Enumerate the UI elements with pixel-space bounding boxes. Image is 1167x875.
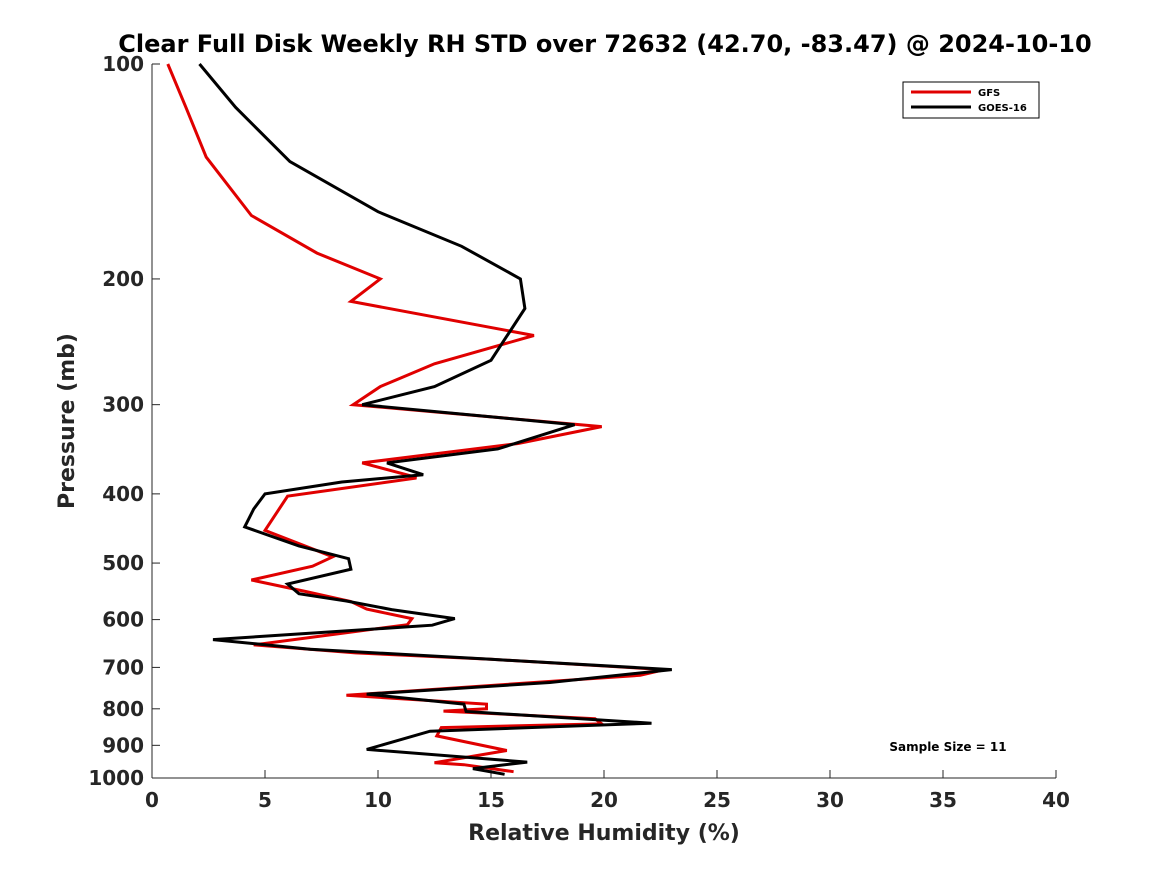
legend: GFS GOES-16 bbox=[902, 81, 1040, 119]
x-tick-label: 25 bbox=[703, 788, 731, 812]
y-tick-label: 900 bbox=[102, 733, 144, 757]
legend-label-goes16: GOES-16 bbox=[978, 103, 1027, 114]
x-tick-label: 35 bbox=[929, 788, 957, 812]
plot-area: 0 5 10 15 20 25 30 35 40 100 200 300 400 500 600 700 800… bbox=[88, 52, 1070, 812]
x-tick-label: 0 bbox=[145, 788, 159, 812]
legend-label-gfs: GFS bbox=[978, 88, 1000, 99]
series-line-goes-16 bbox=[198, 63, 672, 776]
chart-title: Clear Full Disk Weekly RH STD over 72632… bbox=[118, 30, 1091, 58]
x-axis-label: Relative Humidity (%) bbox=[468, 821, 740, 846]
x-tick-label: 5 bbox=[258, 788, 272, 812]
x-tick-label: 20 bbox=[590, 788, 618, 812]
y-tick-label: 300 bbox=[102, 393, 144, 417]
y-tick-label: 600 bbox=[102, 608, 144, 632]
y-tick-label: 500 bbox=[102, 551, 144, 575]
y-tick-label: 800 bbox=[102, 697, 144, 721]
x-tick-label: 10 bbox=[364, 788, 392, 812]
legend-box bbox=[902, 81, 1040, 119]
sample-size-annotation: Sample Size = 11 bbox=[889, 740, 1006, 754]
x-tick-label: 15 bbox=[477, 788, 505, 812]
x-tick-label: 30 bbox=[816, 788, 844, 812]
x-tick-label: 40 bbox=[1042, 788, 1070, 812]
y-tick-label: 700 bbox=[102, 655, 144, 679]
y-tick-label: 100 bbox=[102, 52, 144, 76]
y-tick-label: 200 bbox=[102, 267, 144, 291]
y-tick-label: 400 bbox=[102, 482, 144, 506]
y-tick-label: 1000 bbox=[88, 766, 144, 790]
y-axis-label: Pressure (mb) bbox=[55, 333, 80, 509]
